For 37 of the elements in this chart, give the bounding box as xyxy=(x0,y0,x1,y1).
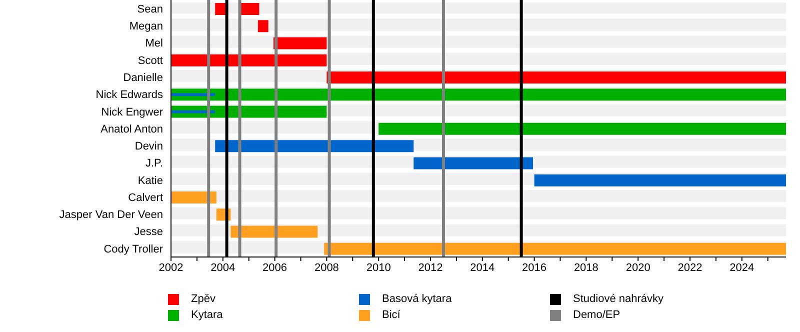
y-tick-label: Anatol Anton xyxy=(100,123,163,136)
x-tick-label: 2008 xyxy=(314,262,339,274)
legend-label: Demo/EP xyxy=(573,309,620,321)
y-tick-label: Megan xyxy=(129,20,163,33)
legend-label: Zpěv xyxy=(191,293,216,305)
bar xyxy=(215,140,414,152)
y-tick-label: Jasper Van Der Veen xyxy=(59,209,163,222)
x-tick-label: 2018 xyxy=(574,262,598,274)
bar xyxy=(230,226,318,238)
y-tick-label: Scott xyxy=(138,54,163,67)
y-tick-label: Sean xyxy=(137,3,163,16)
x-tick-label: 2006 xyxy=(262,262,288,274)
bar xyxy=(241,3,260,15)
y-tick-label: Mel xyxy=(145,38,163,50)
x-tick-label: 2016 xyxy=(522,262,547,274)
bar xyxy=(171,93,216,96)
x-tick-label: 2024 xyxy=(730,262,754,274)
y-tick-label: Katie xyxy=(138,174,163,187)
y-tick-label: Danielle xyxy=(123,72,163,84)
x-tick-label: 2002 xyxy=(158,262,184,274)
legend-label: Bicí xyxy=(382,309,400,321)
x-tick-label: 2014 xyxy=(470,262,495,274)
y-tick-label: Calvert xyxy=(128,192,163,204)
x-tick-label: 2020 xyxy=(626,262,650,274)
legend-label: Kytara xyxy=(191,309,223,321)
x-tick-label: 2012 xyxy=(418,262,443,274)
y-tick-label: Nick Engwer xyxy=(101,106,164,118)
y-tick-label: J.P. xyxy=(145,158,163,170)
y-tick-label: Cody Troller xyxy=(104,243,164,256)
y-tick-label: Jesse xyxy=(134,226,163,238)
legend-label: Studiové nahrávky xyxy=(573,293,664,305)
y-tick-label: Devin xyxy=(134,140,163,153)
y-tick-label: Nick Edwards xyxy=(96,89,164,102)
x-tick-label: 2004 xyxy=(210,262,236,274)
x-tick-label: 2010 xyxy=(366,262,391,274)
legend-label: Basová kytara xyxy=(382,293,452,305)
x-tick-label: 2022 xyxy=(678,262,702,274)
